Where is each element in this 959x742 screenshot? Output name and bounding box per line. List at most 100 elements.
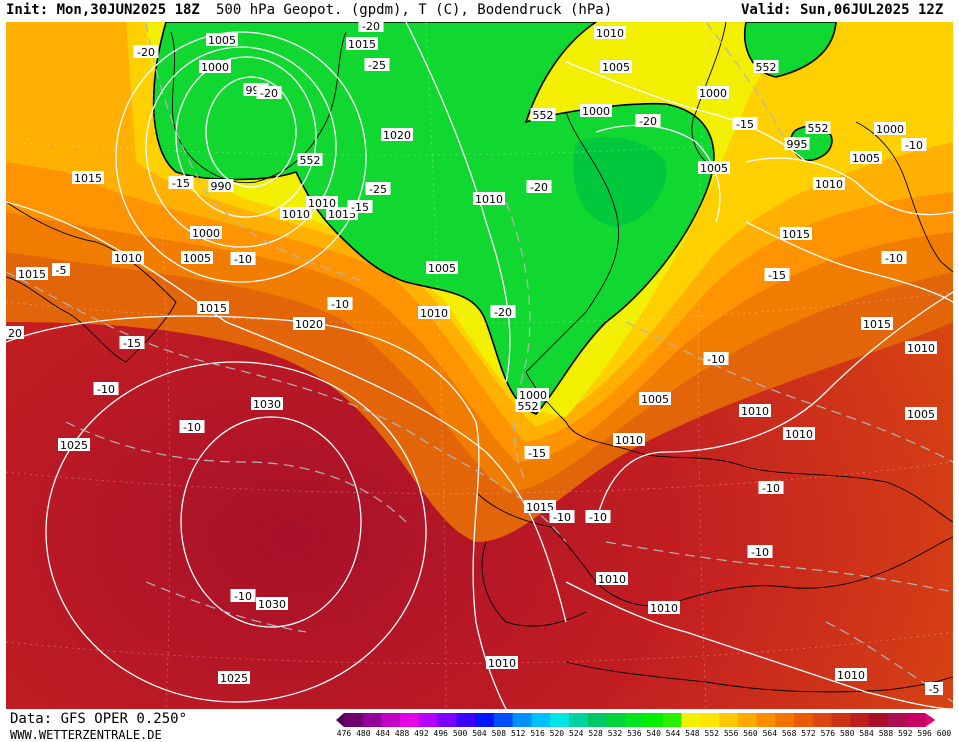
pressure-label-box [813, 177, 845, 190]
temperature-label-text: -15 [736, 118, 754, 131]
pressure-label-text: 1010 [815, 178, 843, 191]
legend-tick-label: 568 [781, 729, 797, 738]
temperature-label-box [881, 251, 907, 264]
low-contour-3 [145, 46, 337, 248]
pressure-label: 552 [805, 121, 831, 135]
pressure-label-text: 1010 [114, 252, 142, 265]
pressure-label-text: 1030 [258, 598, 286, 611]
pressure-label-text: 1010 [837, 669, 865, 682]
pressure-label-box [905, 341, 937, 354]
low-contour-4 [115, 31, 367, 283]
pressure-label-box [306, 196, 338, 209]
temperature-label-box [490, 305, 516, 318]
temperature-label-text: -5 [929, 683, 940, 696]
legend-tick-label: 528 [588, 729, 603, 738]
pressure-label-text: 552 [533, 109, 554, 122]
legend-color-swatch [381, 713, 401, 727]
pressure-label-text: 1015 [348, 38, 376, 51]
legend-color-swatch [531, 713, 551, 727]
temperature-label-text: -10 [553, 511, 571, 524]
pressure-label-box [835, 668, 867, 681]
pressure-label-text: 1005 [208, 34, 236, 47]
map-title: 500 hPa Geopot. (gpdm), T (C), Bodendruc… [216, 2, 613, 18]
pressure-label: 1000 [874, 122, 906, 136]
pressure-label-text: 1010 [598, 573, 626, 586]
pressure-label: 1000 [190, 226, 222, 240]
pressure-label: 1010 [613, 433, 645, 447]
pressure-label: 1010 [112, 251, 144, 265]
pressure-label-box [208, 179, 234, 192]
legend-color-swatch [606, 713, 626, 727]
pressure-label-box [381, 128, 413, 141]
legend-color-swatch [456, 713, 476, 727]
pressure-label-text: 1010 [650, 602, 678, 615]
legend-tick-label: 584 [859, 729, 874, 738]
temperature-label-box [901, 138, 927, 151]
temperature-label: -20 [635, 114, 661, 128]
pressure-label-box [58, 438, 90, 451]
pressure-label-box [16, 267, 48, 280]
legend-tick-label: 592 [898, 729, 913, 738]
pressure-label: 552 [515, 399, 541, 413]
temperature-label-text: -15 [528, 447, 546, 460]
legend-tick-label: 536 [627, 729, 642, 738]
pressure-label-box [697, 86, 729, 99]
temperature-label: -25 [364, 58, 390, 72]
legend-color-swatch [831, 713, 851, 727]
legend-tick-label: 516 [530, 729, 545, 738]
legend-color-swatch [550, 713, 570, 727]
data-source: Data: GFS OPER 0.250° [10, 711, 188, 727]
legend-color-swatch [700, 713, 720, 727]
pressure-label-text: 1015 [18, 268, 46, 281]
temperature-label-text: -10 [905, 139, 923, 152]
legend-tick-label: 476 [336, 729, 352, 738]
pressure-label: 552 [530, 108, 556, 122]
legend-color-swatch [737, 713, 757, 727]
temperature-label-text: -10 [183, 421, 201, 434]
pressure-label-text: 1000 [201, 61, 229, 74]
pressure-label: 1020 [293, 317, 325, 331]
pressure-label-box [112, 251, 144, 264]
temperature-label-text: -5 [56, 264, 67, 277]
pressure-label: 552 [297, 153, 323, 167]
pressure-label-text: 1005 [602, 61, 630, 74]
legend-color-swatch [925, 713, 936, 727]
temperature-label-box [93, 382, 119, 395]
temperature-label-box [925, 682, 943, 695]
pressure-label-box [698, 161, 730, 174]
temperature-label: -10 [901, 138, 927, 152]
temperature-label-text: -25 [369, 183, 387, 196]
legend-tick-label: 504 [472, 729, 487, 738]
temperature-label: -10 [585, 510, 611, 524]
legend-color-swatch [812, 713, 832, 727]
temperature-label-box [119, 336, 145, 349]
pressure-label-text: 1015 [74, 172, 102, 185]
pressure-label-box [530, 108, 556, 121]
temperature-label-box [747, 545, 773, 558]
pressure-label: 1000 [580, 104, 612, 118]
pressure-label-box [181, 251, 213, 264]
pressure-label-box [580, 104, 612, 117]
temperature-label: -10 [93, 382, 119, 396]
temperature-label-box [6, 326, 24, 339]
temperature-label-box [703, 352, 729, 365]
temperature-label: -15 [524, 446, 550, 460]
temperature-label: -10 [703, 352, 729, 366]
temperature-label-box [549, 510, 575, 523]
legend-tick-label: 532 [607, 729, 623, 738]
temperature-label-box [758, 481, 784, 494]
pressure-label-text: 1010 [282, 208, 310, 221]
pressure-label: 1010 [306, 196, 338, 210]
pressure-label-text: 1020 [295, 318, 323, 331]
pressure-label-box [426, 261, 458, 274]
legend-tick-label: 488 [394, 729, 410, 738]
legend-tick-label: 520 [549, 729, 565, 738]
pressure-label: 1005 [639, 392, 671, 406]
temperature-label-box [133, 45, 159, 58]
temperature-label: -20 [490, 305, 516, 319]
legend-color-swatch [569, 713, 589, 727]
temperature-label-text: -25 [368, 59, 386, 72]
pressure-label-box [850, 151, 882, 164]
legend-color-swatch [587, 713, 607, 727]
temperature-label-box [526, 180, 552, 193]
